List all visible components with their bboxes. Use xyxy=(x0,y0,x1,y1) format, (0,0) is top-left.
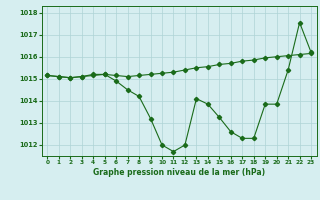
X-axis label: Graphe pression niveau de la mer (hPa): Graphe pression niveau de la mer (hPa) xyxy=(93,168,265,177)
